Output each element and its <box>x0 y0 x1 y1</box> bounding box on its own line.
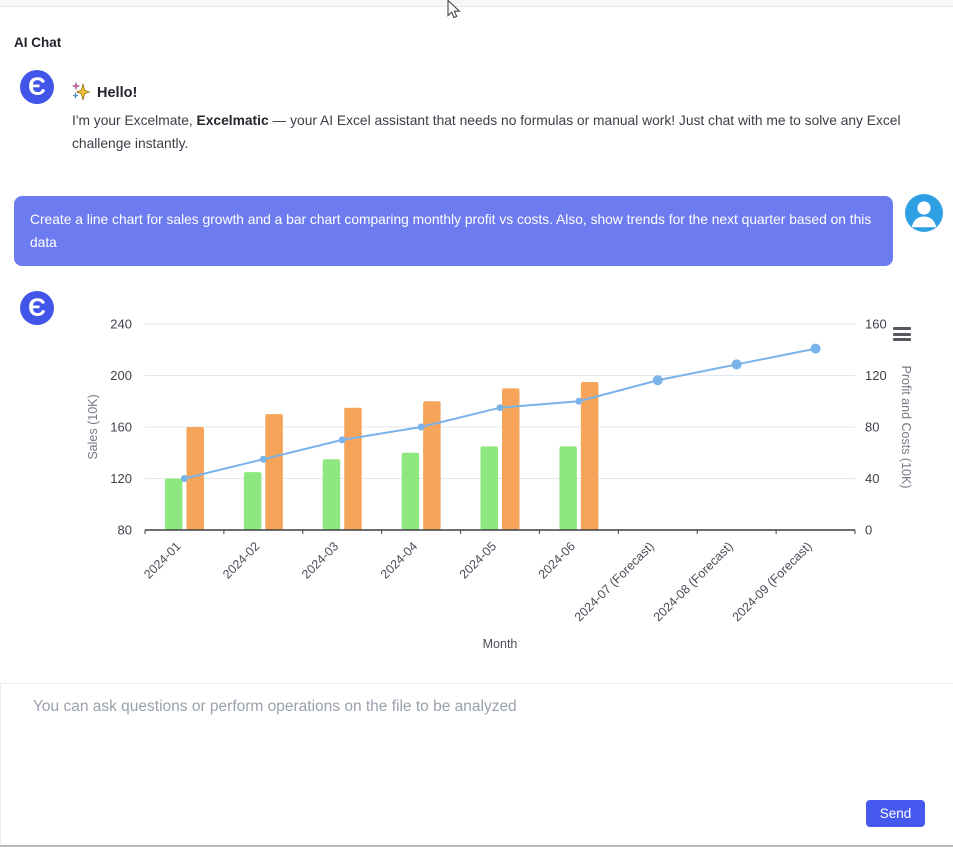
chart-toolbox-menu-icon[interactable] <box>893 327 911 344</box>
svg-text:2024-06: 2024-06 <box>536 539 578 581</box>
intro-post: — your AI Excel assistant that needs no … <box>72 113 901 151</box>
svg-text:80: 80 <box>118 523 132 538</box>
svg-text:40: 40 <box>865 471 879 486</box>
user-message-text: Create a line chart for sales growth and… <box>30 212 872 250</box>
svg-text:2024-09 (Forecast): 2024-09 (Forecast) <box>730 539 815 624</box>
bot-avatar-icon: Є <box>20 70 54 104</box>
svg-text:2024-08 (Forecast): 2024-08 (Forecast) <box>651 539 736 624</box>
svg-text:200: 200 <box>110 368 132 383</box>
svg-text:80: 80 <box>865 420 879 435</box>
svg-text:2024-03: 2024-03 <box>299 539 341 581</box>
svg-text:160: 160 <box>110 420 132 435</box>
window-top-strip <box>0 0 953 7</box>
greeting-row: Hello! <box>71 81 138 104</box>
bot-avatar-glyph: Є <box>28 293 46 322</box>
composer-section <box>0 683 953 845</box>
sparkles-icon <box>71 81 91 104</box>
user-avatar-icon <box>904 193 944 233</box>
mouse-cursor-icon <box>446 0 461 26</box>
left-axis-labels: 80 120 160 200 240 <box>110 317 132 538</box>
svg-text:0: 0 <box>865 523 872 538</box>
svg-text:2024-05: 2024-05 <box>457 539 499 581</box>
svg-text:120: 120 <box>865 368 887 383</box>
svg-text:240: 240 <box>110 317 132 332</box>
svg-text:160: 160 <box>865 317 887 332</box>
greeting-title: Hello! <box>97 85 138 101</box>
x-axis-title: Month <box>483 637 518 651</box>
chart-container: 80 120 160 200 240 0 40 80 120 160 2024-01 2024-02 2… <box>70 300 930 665</box>
svg-text:2024-04: 2024-04 <box>378 539 420 581</box>
user-message-bubble: Create a line chart for sales growth and… <box>14 196 893 266</box>
send-button[interactable]: Send <box>866 800 925 827</box>
left-axis-title: Sales (10K) <box>86 394 100 459</box>
chat-input[interactable] <box>33 698 913 798</box>
bottom-edge <box>0 845 953 847</box>
line-series-sales <box>180 343 821 482</box>
bot-avatar-glyph: Є <box>28 72 46 101</box>
gridlines <box>145 323 855 479</box>
page-title: AI Chat <box>14 35 62 50</box>
svg-text:2024-07 (Forecast): 2024-07 (Forecast) <box>572 539 657 624</box>
intro-brand-name: Excelmatic <box>196 113 269 128</box>
right-axis-labels: 0 40 80 120 160 <box>865 317 887 538</box>
svg-text:2024-01: 2024-01 <box>141 539 183 581</box>
x-axis-labels: 2024-01 2024-02 2024-03 2024-04 2024-05 2024-… <box>141 539 814 624</box>
svg-text:120: 120 <box>110 471 132 486</box>
bar-series-profit <box>164 446 577 530</box>
bot-intro-text: I'm your Excelmate, Excelmatic — your AI… <box>72 109 918 155</box>
bot-avatar-icon: Є <box>20 291 54 325</box>
intro-pre: I'm your Excelmate, <box>72 113 197 128</box>
right-axis-title: Profit and Costs (10K) <box>899 366 913 489</box>
svg-text:2024-02: 2024-02 <box>220 539 262 581</box>
